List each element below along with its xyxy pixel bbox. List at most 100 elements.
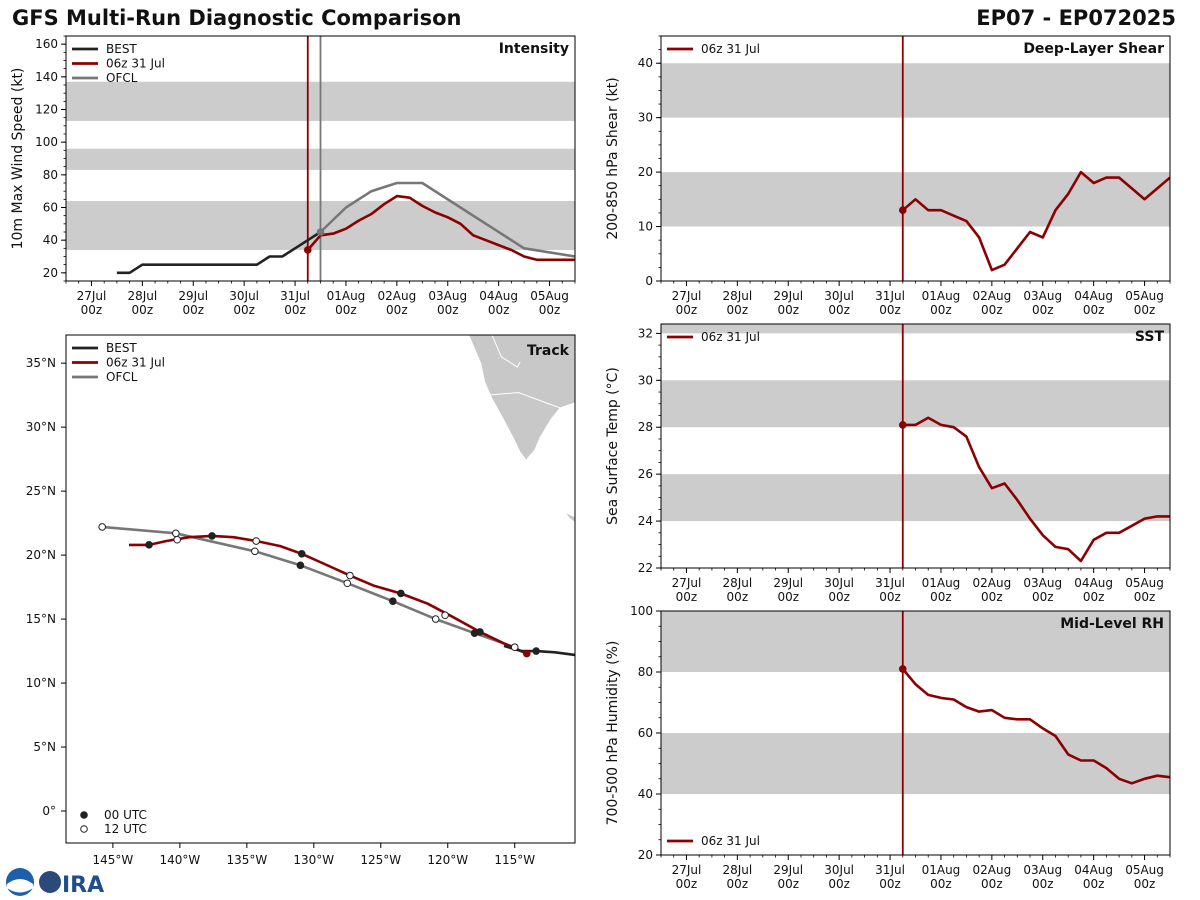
sst-xtick-hour: 00z [676, 590, 698, 604]
sst-xtick-day: 28Jul [722, 576, 752, 590]
rh-xtick-day: 27Jul [672, 863, 702, 877]
intensity-xtick-hour: 00z [81, 303, 103, 317]
sst-xtick-day: 05Aug [1125, 576, 1164, 590]
rh-xtick-hour: 00z [879, 877, 901, 891]
shear-xtick-hour: 00z [828, 303, 850, 317]
rh-band-1 [661, 611, 1170, 672]
rh-band-0 [661, 733, 1170, 794]
sst-xtick-hour: 00z [879, 590, 901, 604]
intensity-series-run [306, 194, 575, 262]
rh-xtick-day: 31Jul [875, 863, 905, 877]
track-marker-run [173, 535, 181, 544]
track-marker-ofcl [251, 547, 259, 556]
track-marker-run [441, 611, 449, 620]
intensity-xtick-hour: 00z [488, 303, 510, 317]
cira-logo-text: IRA [62, 873, 104, 898]
shear-xtick-day: 30Jul [824, 289, 854, 303]
intensity-xtick-hour: 00z [335, 303, 357, 317]
track-marker-run [145, 541, 153, 549]
cira-logo: IRA [6, 868, 104, 898]
rh-panel: 2040608010027Jul00z28Jul00z29Jul00z30Jul… [605, 604, 1171, 891]
rh-xtick-day: 04Aug [1074, 863, 1113, 877]
shear-xtick-hour: 00z [1083, 303, 1105, 317]
track-title: Track [527, 343, 570, 359]
track-lon-label: 140°W [159, 853, 200, 867]
intensity-ytick-label: 40 [43, 233, 58, 247]
rh-xtick-hour: 00z [828, 877, 850, 891]
track-line-run [129, 534, 528, 655]
intensity-xtick-day: 01Aug [327, 289, 366, 303]
track-marker-ofcl [98, 523, 106, 531]
sst-legend-label: 06z 31 Jul [701, 330, 760, 344]
shear-xtick-hour: 00z [727, 303, 749, 317]
sst-ytick-label: 32 [638, 326, 653, 340]
track-marker-legend-label: 00 UTC [104, 808, 147, 822]
track-marker-legend-label: 12 UTC [104, 822, 147, 836]
intensity-xtick-hour: 00z [539, 303, 561, 317]
intensity-title: Intensity [499, 41, 569, 57]
intensity-series-ofcl [319, 181, 575, 258]
shear-xtick-hour: 00z [777, 303, 799, 317]
track-lon-label: 125°W [360, 853, 401, 867]
rh-ytick-label: 60 [638, 726, 653, 740]
sst-xtick-day: 04Aug [1074, 576, 1113, 590]
shear-xtick-hour: 00z [879, 303, 901, 317]
figure-title: GFS Multi-Run Diagnostic Comparison [12, 6, 462, 30]
political-border [486, 392, 575, 411]
intensity-ytick-label: 120 [35, 103, 58, 117]
rh-xtick-hour: 00z [676, 877, 698, 891]
intensity-xtick-day: 03Aug [428, 289, 467, 303]
rh-ytick-label: 80 [638, 665, 653, 679]
intensity-xtick-hour: 00z [132, 303, 154, 317]
nesdis-logo-icon [39, 871, 61, 893]
rh-xtick-hour: 00z [981, 877, 1003, 891]
shear-xtick-day: 05Aug [1125, 289, 1164, 303]
sst-xtick-hour: 00z [981, 590, 1003, 604]
sst-xtick-day: 02Aug [972, 576, 1011, 590]
rh-xtick-day: 02Aug [972, 863, 1011, 877]
intensity-xtick-day: 29Jul [178, 289, 208, 303]
intensity-legend-label: OFCL [106, 71, 138, 85]
rh-ytick-label: 20 [638, 848, 653, 862]
political-border [491, 335, 521, 368]
track-marker-ofcl [172, 529, 180, 538]
track-marker-run [252, 537, 261, 545]
intensity-marker-run [303, 246, 312, 254]
rh-series-run [901, 668, 1170, 785]
shear-xtick-day: 04Aug [1074, 289, 1113, 303]
intensity-ytick-label: 80 [43, 168, 58, 182]
shear-xtick-day: 01Aug [922, 289, 961, 303]
rh-xtick-day: 29Jul [773, 863, 803, 877]
shear-xtick-hour: 00z [1032, 303, 1054, 317]
sst-xtick-hour: 00z [828, 590, 850, 604]
sst-xtick-day: 01Aug [922, 576, 961, 590]
intensity-xtick-day: 31Jul [280, 289, 310, 303]
track-lat-label: 25°N [26, 484, 56, 498]
sst-xtick-hour: 00z [1134, 590, 1156, 604]
intensity-ytick-label: 100 [35, 135, 58, 149]
intensity-ytick-label: 140 [35, 70, 58, 84]
rh-xtick-day: 28Jul [722, 863, 752, 877]
track-marker-run [522, 649, 531, 658]
track-marker-run [346, 571, 354, 580]
sst-ytick-label: 24 [638, 514, 653, 528]
sst-series-run [902, 416, 1170, 563]
shear-xtick-hour: 00z [981, 303, 1003, 317]
rh-xtick-day: 03Aug [1023, 863, 1062, 877]
rh-xtick-hour: 00z [727, 877, 749, 891]
shear-ytick-label: 0 [645, 274, 653, 288]
shear-xtick-day: 29Jul [773, 289, 803, 303]
rh-xtick-day: 01Aug [922, 863, 961, 877]
track-lon-label: 135°W [226, 853, 267, 867]
sst-xtick-hour: 00z [777, 590, 799, 604]
shear-legend-label: 06z 31 Jul [701, 42, 760, 56]
sst-xtick-day: 31Jul [875, 576, 905, 590]
track-lat-label: 5°N [33, 740, 56, 754]
rh-legend-label: 06z 31 Jul [701, 834, 760, 848]
intensity-xtick-day: 28Jul [127, 289, 157, 303]
rh-title: Mid-Level RH [1060, 616, 1164, 632]
track-lon-label: 115°W [494, 853, 535, 867]
sst-frame [660, 323, 1171, 569]
shear-panel: 01020304027Jul00z28Jul00z29Jul00z30Jul00… [605, 35, 1171, 317]
intensity-ytick-label: 60 [43, 201, 58, 215]
